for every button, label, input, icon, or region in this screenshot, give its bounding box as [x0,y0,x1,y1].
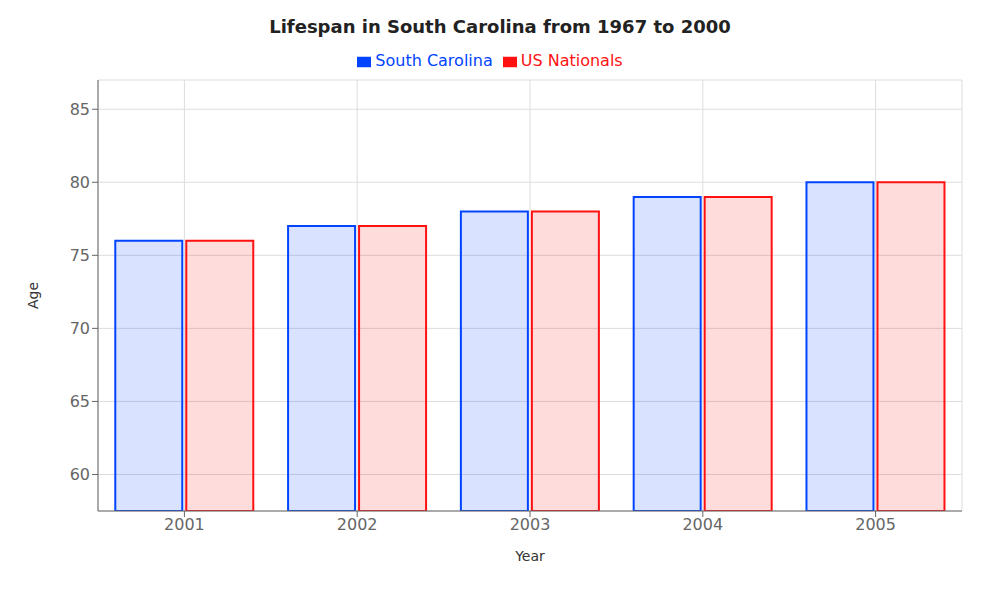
svg-text:85: 85 [70,100,90,119]
svg-text:75: 75 [70,246,90,265]
svg-text:2004: 2004 [682,515,723,534]
svg-text:80: 80 [70,173,90,192]
html-text:Lifespan in South Carolina fro: Lifespan in South Carolina from 1967 to … [269,16,731,37]
svg-text:Age: Age [25,282,41,309]
svg-text:2002: 2002 [337,515,378,534]
svg-text:2003: 2003 [510,515,551,534]
svg-text:Year: Year [514,548,545,564]
svg-text:2001: 2001 [164,515,205,534]
svg-text:60: 60 [70,465,90,484]
html-text:South Carolina: South Carolina [375,51,493,70]
svg-text:70: 70 [70,319,90,338]
svg-text:2005: 2005 [855,515,896,534]
svg-text:65: 65 [70,392,90,411]
html-text:US Nationals: US Nationals [520,51,623,70]
